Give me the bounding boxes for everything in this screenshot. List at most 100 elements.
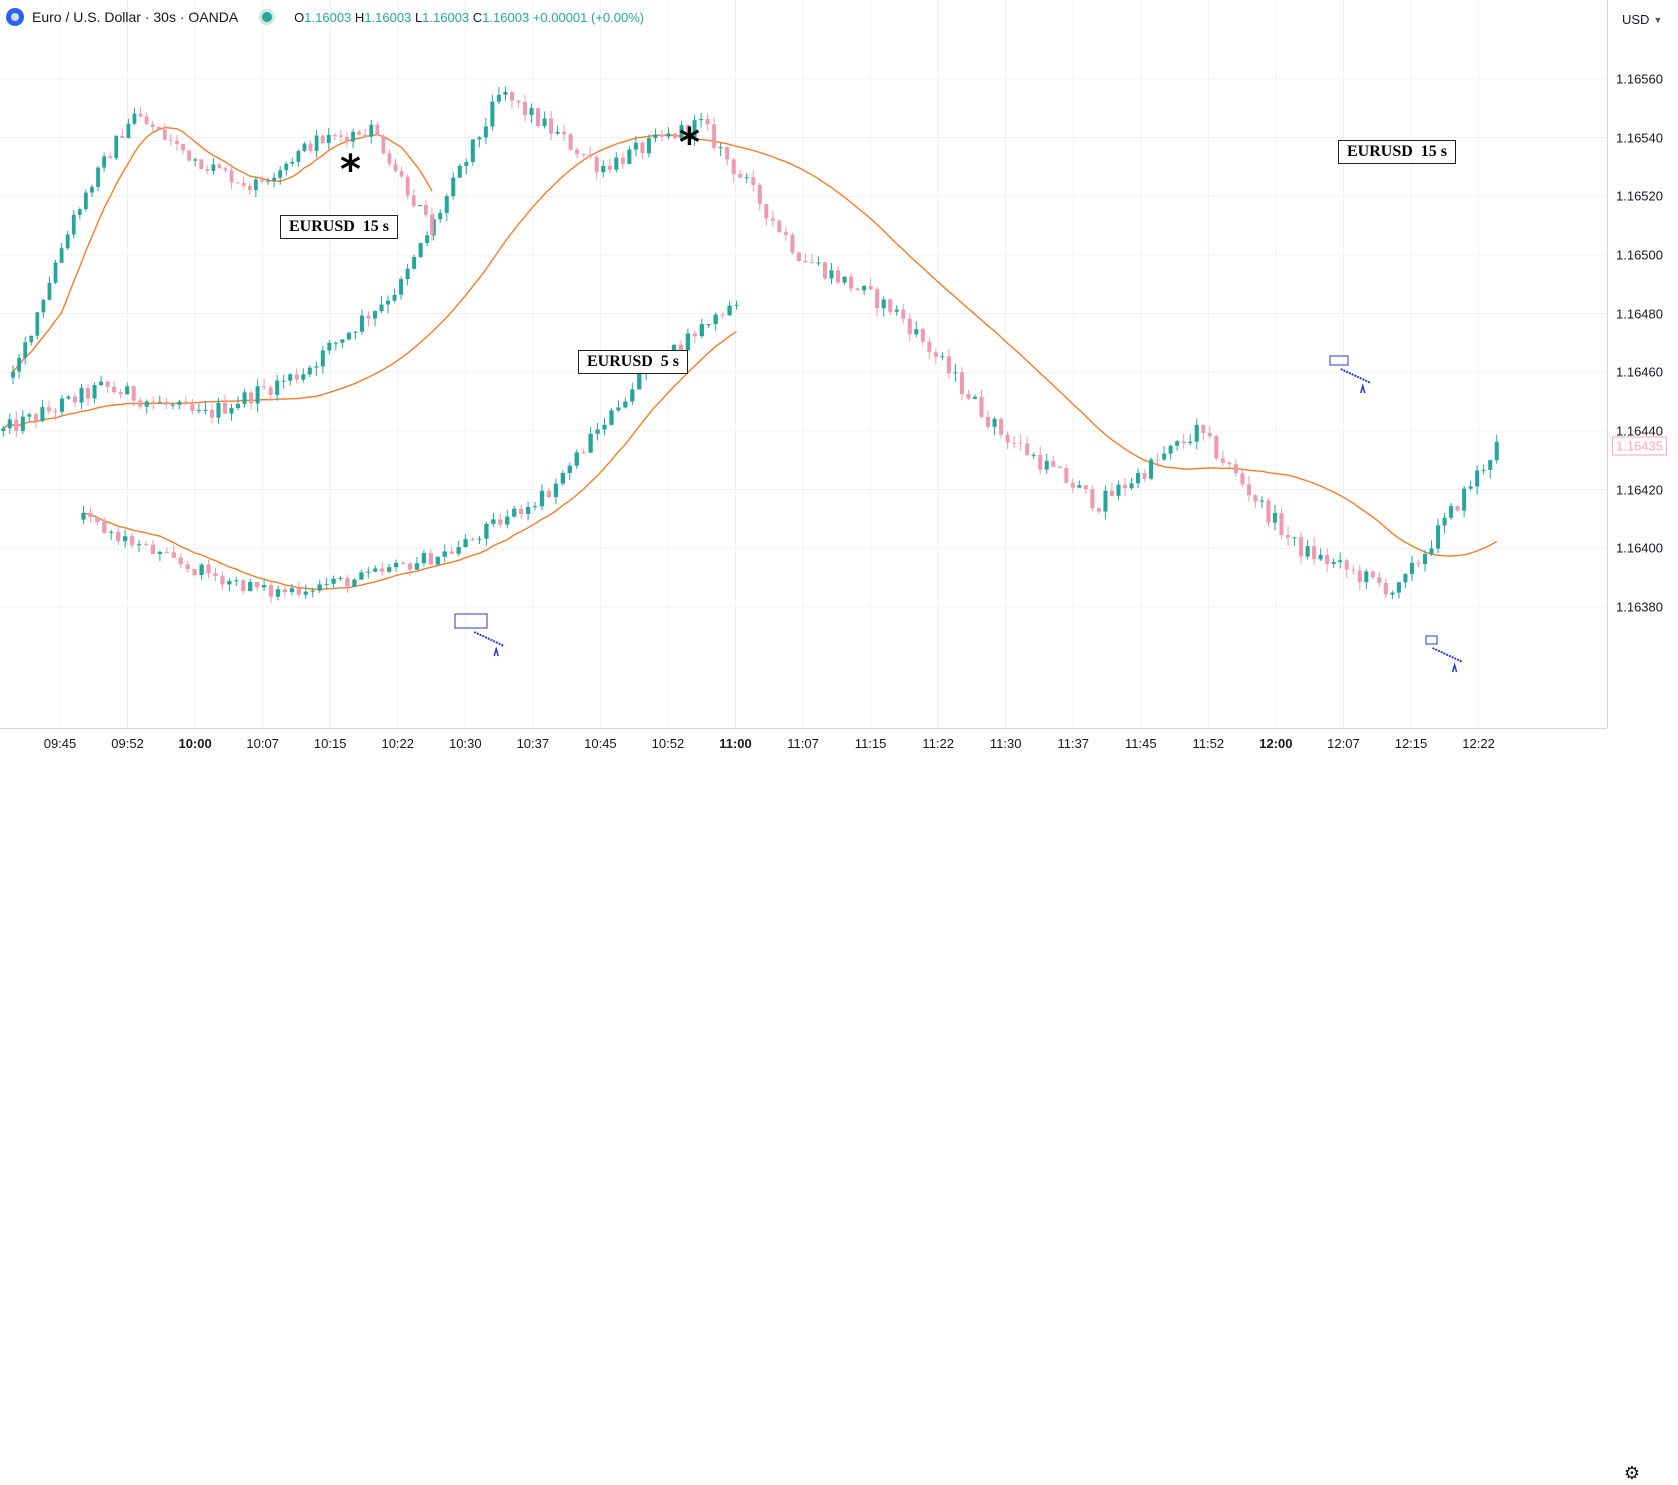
candle-body <box>588 154 593 158</box>
candle-body <box>1220 458 1225 463</box>
candle-body <box>503 91 508 95</box>
time-tick-label: 11:00 <box>719 736 752 751</box>
candle-body <box>836 270 841 283</box>
candle-body <box>992 418 997 427</box>
chart-canvas[interactable] <box>0 0 1607 728</box>
candle-body <box>972 396 978 399</box>
candle-body <box>1136 472 1141 484</box>
candle-body <box>345 136 349 142</box>
candle-body <box>227 581 232 585</box>
candle-body <box>340 339 345 343</box>
candle-body <box>66 396 71 399</box>
star-annotation-right[interactable]: * <box>679 120 700 166</box>
candle-body <box>171 552 176 558</box>
candle-body <box>1266 500 1271 523</box>
price-tick-label: 1.16540 <box>1616 130 1663 146</box>
candle-body <box>65 234 70 249</box>
time-axis[interactable]: 09:45 09:52 10:00 10:07 10:15 10:22 10:30 10:37… <box>0 728 1640 1483</box>
candle-body <box>275 589 281 597</box>
candle-body <box>387 153 392 164</box>
candle-body <box>260 179 264 182</box>
time-tick-label: 10:22 <box>381 736 415 751</box>
candle-body <box>1227 462 1232 465</box>
candle-body <box>1096 508 1101 512</box>
candle-body <box>1077 485 1082 488</box>
candle-body <box>272 177 276 181</box>
candle-body <box>72 396 78 403</box>
candle-body <box>712 124 717 148</box>
candle-body <box>581 452 586 454</box>
euro-flag-icon[interactable] <box>6 8 24 26</box>
candle-body <box>609 410 614 425</box>
candle-body <box>616 407 621 411</box>
annotation-eurusd-15s-right[interactable]: EURUSD 15 s <box>1338 140 1457 164</box>
candle-body <box>353 331 358 333</box>
candle-body <box>187 150 191 161</box>
candle-body <box>303 591 308 595</box>
candle-body <box>764 204 769 219</box>
annotation-eurusd-15s-left[interactable]: EURUSD 15 s <box>280 215 399 239</box>
candle-body <box>53 262 58 283</box>
candle-body <box>849 276 854 289</box>
time-tick-label: 10:52 <box>651 736 685 751</box>
time-tick-label: 09:52 <box>111 736 144 751</box>
candle-body <box>418 242 423 257</box>
chevron-down-icon: ▼ <box>1653 14 1663 25</box>
candle-body <box>1044 460 1049 470</box>
candle-body <box>966 394 971 399</box>
candle-body <box>129 536 135 546</box>
candle-body <box>672 133 678 139</box>
candle-body <box>1409 562 1414 575</box>
candle-body <box>1083 485 1088 490</box>
chart-area[interactable]: Euro / U.S. Dollar · 30s · OANDA O1.1600… <box>0 0 1607 728</box>
candle-body <box>575 149 580 155</box>
position-markers[interactable] <box>454 355 1464 673</box>
candle-body <box>105 381 110 387</box>
candle-body <box>17 357 21 372</box>
candle-body <box>1344 560 1349 570</box>
candle-body <box>266 180 270 182</box>
candle-body <box>14 419 19 431</box>
candle-body <box>1025 443 1030 456</box>
symbol-title[interactable]: Euro / U.S. Dollar · 30s · OANDA <box>32 9 239 25</box>
annotation-eurusd-5s[interactable]: EURUSD 5 s <box>578 350 689 374</box>
candle-body <box>783 232 788 235</box>
gear-icon[interactable]: ⚙ <box>1623 1463 1641 1483</box>
price-axis[interactable]: USD ▼ 1.16560 1.16540 1.16520 1.16500 1.1648… <box>1607 0 1678 728</box>
candle-body <box>261 585 267 588</box>
candle-body <box>220 576 225 585</box>
candle-body <box>633 142 638 150</box>
candle-body <box>1442 517 1447 526</box>
time-tick-label: 12:07 <box>1327 736 1360 751</box>
candle-body <box>594 157 599 173</box>
candle-body <box>381 135 386 154</box>
candle-body <box>946 356 951 374</box>
candle-body <box>607 165 612 170</box>
candle-body <box>744 177 749 179</box>
candle-body <box>757 184 762 205</box>
candle-body <box>7 419 12 429</box>
candle-body <box>143 544 149 546</box>
candle-body <box>359 572 364 580</box>
candle-body <box>529 108 534 116</box>
candle-body <box>1233 464 1238 474</box>
star-annotation-left[interactable]: * <box>340 147 361 193</box>
candle-body <box>536 108 541 127</box>
candle-body <box>692 120 697 138</box>
candle-body <box>470 539 475 541</box>
grid-lines <box>0 0 1607 728</box>
candle-body <box>351 131 355 142</box>
candle-body <box>339 135 343 137</box>
candle-body <box>359 315 364 332</box>
currency-unit-button[interactable]: USD ▼ <box>1614 10 1670 29</box>
change-value: +0.00001 (+0.00%) <box>532 9 645 25</box>
candle-body <box>414 563 420 570</box>
candle-body <box>1429 548 1434 554</box>
candle-body <box>539 490 545 507</box>
time-tick-label: 10:45 <box>584 736 617 751</box>
candle-body <box>666 133 671 137</box>
candle-body <box>275 380 280 395</box>
candle-body <box>1390 592 1395 595</box>
position-marker <box>1425 635 1438 645</box>
candle-body <box>1109 490 1114 496</box>
